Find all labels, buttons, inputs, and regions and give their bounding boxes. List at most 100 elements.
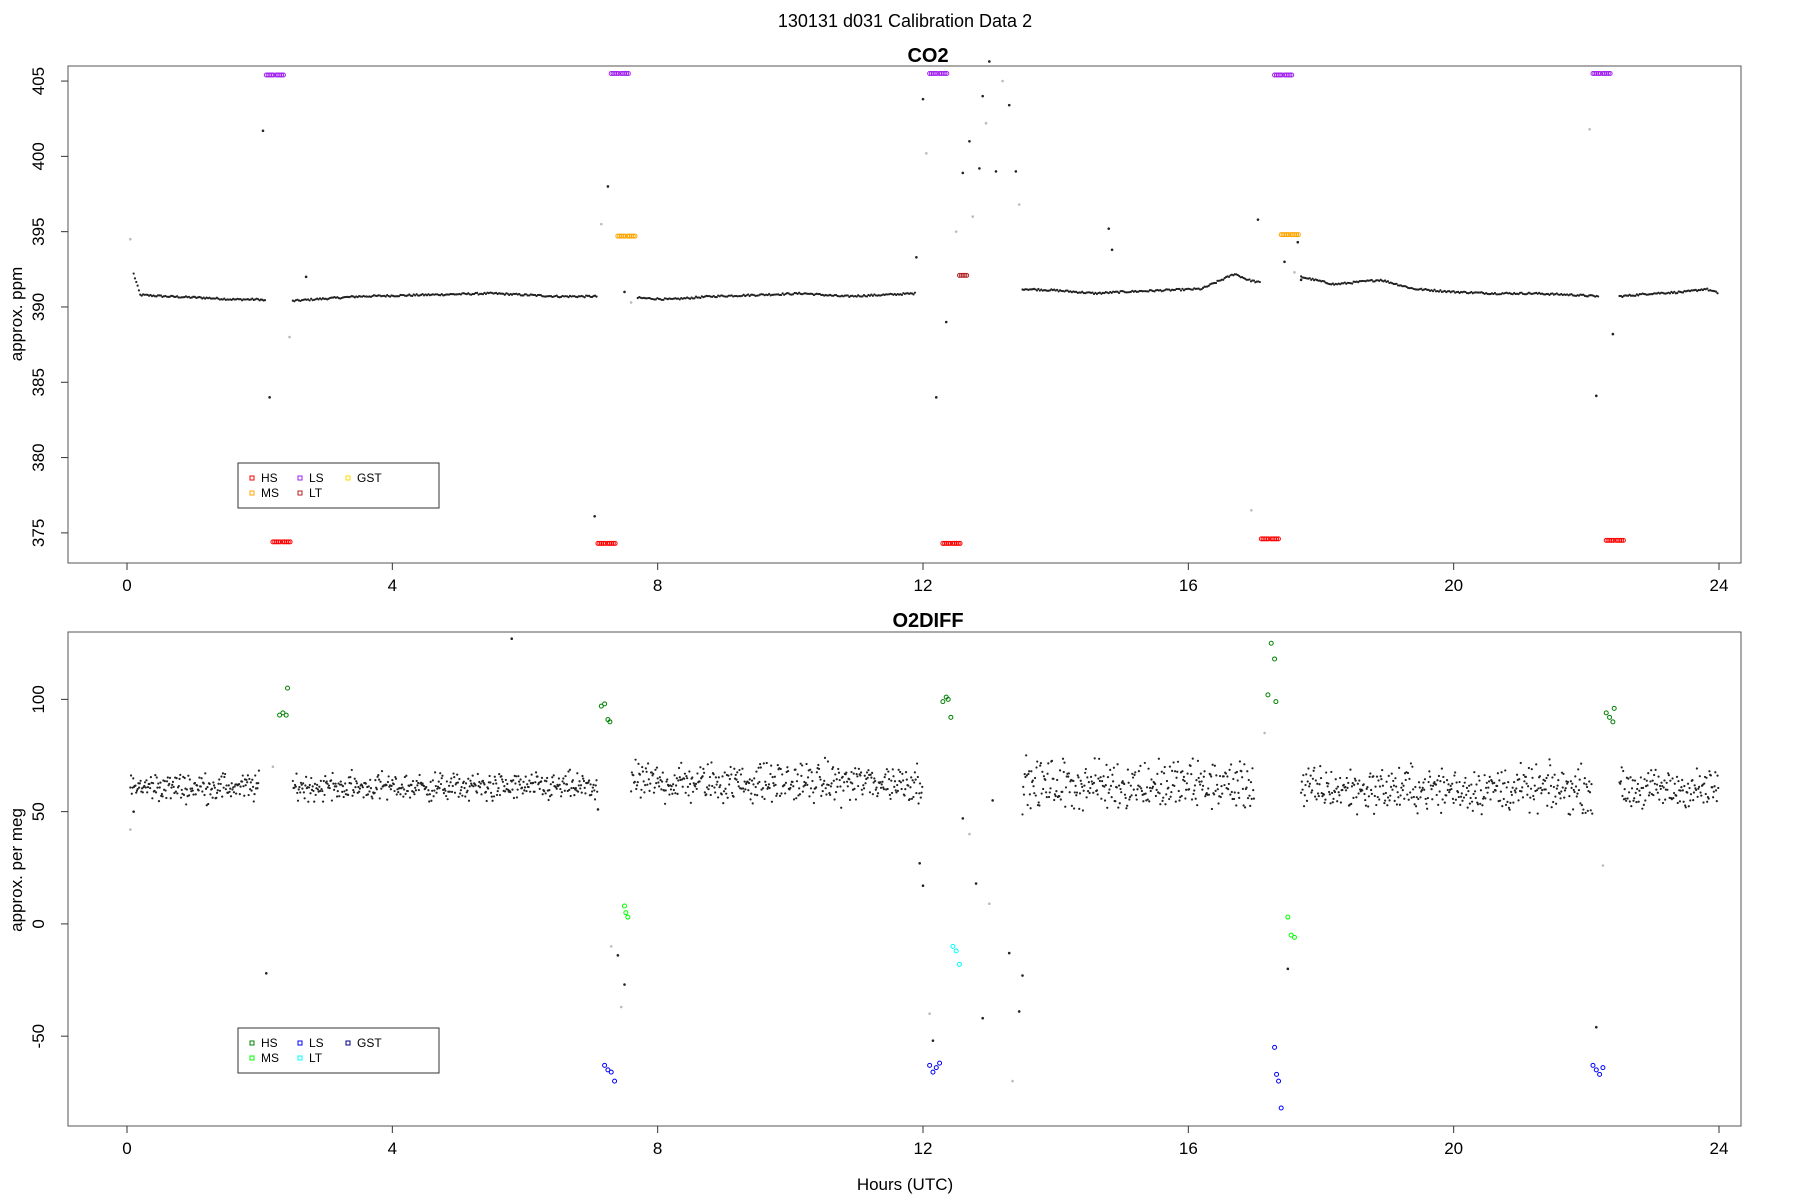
o2diff-data-point [138,782,141,785]
o2diff-data-point [860,788,863,791]
o2diff-data-point [636,781,639,784]
o2diff-data-point [1224,772,1228,775]
o2diff-data-point [901,772,904,775]
o2diff-data-point [1197,776,1200,780]
o2diff-data-point [380,787,383,790]
o2diff-data-point [495,793,499,797]
o2diff-data-point [385,784,388,787]
o2diff-data-point [1022,785,1025,789]
o2diff-data-point [1112,766,1115,769]
o2diff-data-point [1372,812,1376,816]
o2diff-data-point [1227,788,1230,791]
o2diff-data-point [1560,771,1564,774]
o2diff-data-point [341,785,345,788]
o2diff-data-point [540,780,543,783]
o2diff-data-point [1496,784,1499,788]
o2diff-data-point [1053,793,1057,796]
o2diff-data-point [829,785,832,788]
o2diff-data-point [734,773,737,777]
o2diff-data-point [591,786,594,789]
o2diff-hs-point [1611,705,1617,711]
o2diff-data-point [1505,786,1508,789]
o2diff-data-point [893,785,896,788]
o2diff-data-point [1199,783,1202,786]
o2diff-data-point [1636,782,1640,786]
o2diff-data-point [781,773,784,776]
o2diff-data-point [1325,771,1328,774]
o2diff-transition-point [928,1012,931,1016]
o2diff-data-point [1111,773,1114,776]
o2diff-data-point [831,766,835,769]
o2diff-data-point [1628,800,1631,803]
o2diff-data-point [135,789,139,792]
o2diff-data-point [483,783,486,786]
o2diff-data-point [1089,775,1093,778]
o2diff-data-point [311,785,314,788]
co2-transition-point [915,255,918,259]
o2diff-data-point [652,791,656,794]
co2-transition-point [1110,248,1114,252]
o2diff-data-point [1494,789,1497,792]
o2diff-data-point [1620,766,1623,769]
o2diff-data-point [232,791,236,794]
o2diff-data-point [1174,800,1177,803]
o2diff-data-point [1468,784,1471,787]
o2diff-data-point [130,792,133,795]
o2diff-data-point [1392,779,1395,783]
o2diff-data-point [349,775,352,779]
o2diff-data-point [354,786,357,789]
o2diff-data-point [1675,794,1678,797]
o2diff-data-point [680,778,684,781]
co2-ls-point [269,72,275,78]
co2-data-point [137,289,141,292]
o2diff-data-point [1304,783,1307,787]
o2diff-data-point [1551,776,1554,779]
o2diff-data-point [1570,786,1573,789]
o2diff-transition-point [974,882,978,885]
o2diff-data-point [153,789,156,792]
o2diff-data-point [1717,786,1720,790]
o2diff-transition-point [1007,951,1011,955]
o2diff-data-point [1510,790,1513,793]
o2diff-data-point [709,793,712,797]
o2diff-data-point [705,793,708,796]
co2-transition-point [1107,227,1111,230]
co2-data-point [1057,290,1060,293]
o2diff-data-point [1650,769,1653,772]
o2diff-data-point [463,786,466,790]
o2diff-data-point [1068,791,1071,794]
co2-data-point [484,292,488,296]
o2diff-ls-point [1590,1062,1596,1068]
o2diff-data-point [338,795,341,798]
co2-data-point [239,297,242,301]
o2diff-data-point [339,780,342,783]
o2diff-ls-point [1276,1078,1282,1084]
o2diff-data-point [464,795,467,798]
co2-ls-point [625,71,631,77]
o2diff-data-point [1090,780,1093,783]
co2-data-point [397,295,401,298]
o2diff-data-point [1393,799,1396,802]
o2diff-data-point [1643,778,1646,781]
co2-data-point [475,291,479,294]
co2-transition-point [994,170,998,173]
o2diff-data-point [886,787,889,791]
o2diff-data-point [1366,785,1369,789]
o2diff-data-point [1419,796,1422,799]
o2diff-data-point [595,779,598,782]
o2diff-data-point [1182,775,1186,779]
o2diff-data-point [1496,772,1499,775]
o2diff-data-point [145,779,148,782]
o2diff-data-point [1088,791,1091,795]
co2-data-point [1570,293,1573,296]
o2diff-data-point [527,785,530,789]
o2diff-data-point [391,779,394,782]
o2diff-data-point [1252,797,1256,800]
o2diff-data-point [1151,785,1155,788]
o2diff-data-point [487,787,490,790]
o2diff-transition-point [918,861,921,865]
o2diff-data-point [1548,758,1551,761]
o2diff-data-point [859,774,862,777]
o2diff-data-point [1558,792,1561,795]
o2diff-data-point [1398,803,1401,806]
